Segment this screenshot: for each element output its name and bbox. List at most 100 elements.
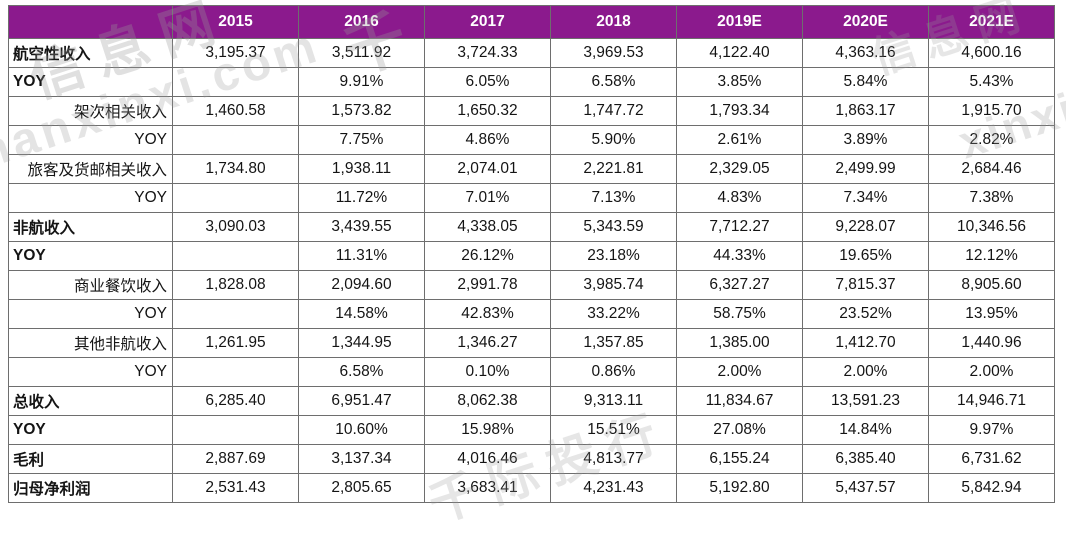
table-cell: 27.08% [676, 415, 803, 445]
table-row-yoy: YOY 14.58% 42.83% 33.22% 58.75% 23.52% 1… [8, 299, 1055, 329]
table-cell: 15.98% [424, 415, 551, 445]
table-cell [172, 415, 299, 445]
table-cell: 0.10% [424, 357, 551, 387]
table-cell: 2.00% [928, 357, 1055, 387]
table-row-net-profit: 归母净利润 2,531.43 2,805.65 3,683.41 4,231.4… [8, 473, 1055, 503]
row-label: 毛利 [8, 444, 173, 474]
row-label: YOY [8, 125, 173, 155]
table-cell: 6,731.62 [928, 444, 1055, 474]
header-2021e: 2021E [928, 5, 1055, 39]
table-cell: 1,412.70 [802, 328, 929, 358]
table-cell: 4,363.16 [802, 38, 929, 68]
table-cell: 7,815.37 [802, 270, 929, 300]
table-cell [172, 241, 299, 271]
table-cell: 3,969.53 [550, 38, 677, 68]
table-cell: 14,946.71 [928, 386, 1055, 416]
row-label: 旅客及货邮相关收入 [8, 154, 173, 184]
table-cell: 11,834.67 [676, 386, 803, 416]
table-cell: 23.18% [550, 241, 677, 271]
table-cell: 2,094.60 [298, 270, 425, 300]
table-cell: 9,228.07 [802, 212, 929, 242]
table-cell: 3,195.37 [172, 38, 299, 68]
row-label: 航空性收入 [8, 38, 173, 68]
table-cell: 1,440.96 [928, 328, 1055, 358]
table-cell [172, 299, 299, 329]
table-cell: 3,724.33 [424, 38, 551, 68]
row-label: 归母净利润 [8, 473, 173, 503]
table-cell: 5.43% [928, 67, 1055, 97]
header-2017: 2017 [424, 5, 551, 39]
table-cell: 8,062.38 [424, 386, 551, 416]
table-cell: 8,905.60 [928, 270, 1055, 300]
table-row-gross-profit: 毛利 2,887.69 3,137.34 4,016.46 4,813.77 6… [8, 444, 1055, 474]
table-cell: 14.58% [298, 299, 425, 329]
table-cell: 6,285.40 [172, 386, 299, 416]
header-2018: 2018 [550, 5, 677, 39]
table-cell: 1,460.58 [172, 96, 299, 126]
table-cell: 3,985.74 [550, 270, 677, 300]
table-cell: 4,813.77 [550, 444, 677, 474]
table-cell: 1,346.27 [424, 328, 551, 358]
table-cell: 2,329.05 [676, 154, 803, 184]
row-label: 总收入 [8, 386, 173, 416]
table-row-flight-related-revenue: 架次相关收入 1,460.58 1,573.82 1,650.32 1,747.… [8, 96, 1055, 126]
table-cell: 2,531.43 [172, 473, 299, 503]
table-cell: 4,338.05 [424, 212, 551, 242]
row-label: YOY [8, 357, 173, 387]
table-cell: 1,747.72 [550, 96, 677, 126]
table-cell: 2,499.99 [802, 154, 929, 184]
table-cell: 3,683.41 [424, 473, 551, 503]
table-cell: 6.58% [298, 357, 425, 387]
table-cell: 23.52% [802, 299, 929, 329]
table-cell [172, 67, 299, 97]
table-row-other-non-aviation-revenue: 其他非航收入 1,261.95 1,344.95 1,346.27 1,357.… [8, 328, 1055, 358]
table-cell: 11.72% [298, 183, 425, 213]
table-cell: 2,684.46 [928, 154, 1055, 184]
table-cell: 2,074.01 [424, 154, 551, 184]
table-cell: 3.89% [802, 125, 929, 155]
table-cell: 4,231.43 [550, 473, 677, 503]
table-cell: 5,437.57 [802, 473, 929, 503]
row-label: 架次相关收入 [8, 96, 173, 126]
table-cell: 2,221.81 [550, 154, 677, 184]
table-cell: 6,155.24 [676, 444, 803, 474]
table-cell: 1,261.95 [172, 328, 299, 358]
row-label: 其他非航收入 [8, 328, 173, 358]
table-cell: 1,573.82 [298, 96, 425, 126]
table-row-yoy: YOY 6.58% 0.10% 0.86% 2.00% 2.00% 2.00% [8, 357, 1055, 387]
table-cell: 4.83% [676, 183, 803, 213]
row-label: YOY [8, 241, 173, 271]
table-cell: 5.84% [802, 67, 929, 97]
table-row-yoy: YOY 11.31% 26.12% 23.18% 44.33% 19.65% 1… [8, 241, 1055, 271]
table-cell: 12.12% [928, 241, 1055, 271]
table-row-passenger-cargo-revenue: 旅客及货邮相关收入 1,734.80 1,938.11 2,074.01 2,2… [8, 154, 1055, 184]
table-cell: 0.86% [550, 357, 677, 387]
table-cell: 9.97% [928, 415, 1055, 445]
table-cell: 7.34% [802, 183, 929, 213]
table-cell: 4,016.46 [424, 444, 551, 474]
table-cell: 3,439.55 [298, 212, 425, 242]
table-cell: 9,313.11 [550, 386, 677, 416]
table-cell: 5,192.80 [676, 473, 803, 503]
table-cell: 1,357.85 [550, 328, 677, 358]
table-cell: 10,346.56 [928, 212, 1055, 242]
table-cell [172, 357, 299, 387]
table-cell [172, 183, 299, 213]
header-row: 2015 2016 2017 2018 2019E 2020E 2021E [8, 5, 1055, 39]
table-cell: 3,511.92 [298, 38, 425, 68]
row-label: YOY [8, 67, 173, 97]
row-label: YOY [8, 299, 173, 329]
table-cell: 1,828.08 [172, 270, 299, 300]
table-cell: 15.51% [550, 415, 677, 445]
table-cell: 33.22% [550, 299, 677, 329]
table-cell: 42.83% [424, 299, 551, 329]
table-row-commercial-catering-revenue: 商业餐饮收入 1,828.08 2,094.60 2,991.78 3,985.… [8, 270, 1055, 300]
header-2020e: 2020E [802, 5, 929, 39]
table-cell: 2,887.69 [172, 444, 299, 474]
table-row-yoy: YOY 11.72% 7.01% 7.13% 4.83% 7.34% 7.38% [8, 183, 1055, 213]
table-cell: 10.60% [298, 415, 425, 445]
table-cell: 1,344.95 [298, 328, 425, 358]
table-cell: 6,951.47 [298, 386, 425, 416]
header-2016: 2016 [298, 5, 425, 39]
table-cell [172, 125, 299, 155]
